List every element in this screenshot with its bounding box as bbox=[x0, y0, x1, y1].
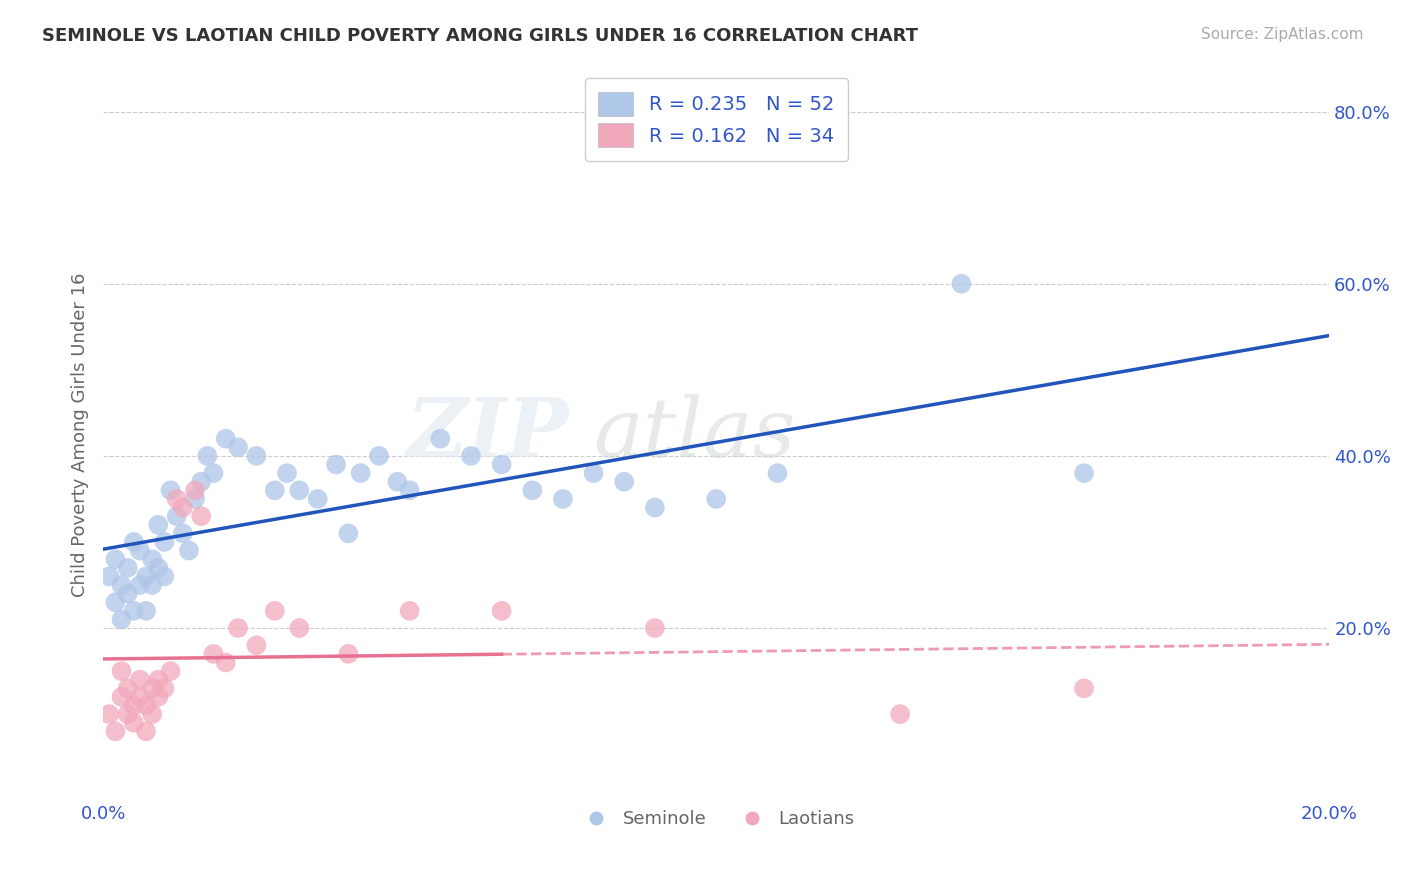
Point bbox=[122, 535, 145, 549]
Point bbox=[110, 612, 132, 626]
Point bbox=[325, 458, 347, 472]
Point bbox=[1073, 681, 1095, 696]
Point bbox=[202, 466, 225, 480]
Point bbox=[349, 466, 371, 480]
Point bbox=[98, 569, 121, 583]
Point bbox=[117, 707, 139, 722]
Point bbox=[110, 690, 132, 704]
Point bbox=[582, 466, 605, 480]
Point bbox=[195, 449, 218, 463]
Legend: Seminole, Laotians: Seminole, Laotians bbox=[571, 803, 862, 835]
Point bbox=[141, 707, 163, 722]
Text: Source: ZipAtlas.com: Source: ZipAtlas.com bbox=[1201, 27, 1364, 42]
Point bbox=[129, 578, 152, 592]
Point bbox=[491, 458, 513, 472]
Point bbox=[117, 681, 139, 696]
Point bbox=[613, 475, 636, 489]
Y-axis label: Child Poverty Among Girls Under 16: Child Poverty Among Girls Under 16 bbox=[72, 272, 89, 597]
Point bbox=[153, 681, 176, 696]
Point bbox=[245, 449, 267, 463]
Point bbox=[148, 561, 170, 575]
Point bbox=[429, 432, 451, 446]
Point bbox=[190, 475, 212, 489]
Point bbox=[889, 707, 911, 722]
Point bbox=[460, 449, 482, 463]
Point bbox=[337, 647, 360, 661]
Point bbox=[117, 586, 139, 600]
Point bbox=[337, 526, 360, 541]
Point bbox=[245, 638, 267, 652]
Text: atlas: atlas bbox=[593, 394, 796, 475]
Point bbox=[950, 277, 973, 291]
Point bbox=[215, 432, 238, 446]
Point bbox=[117, 561, 139, 575]
Point bbox=[148, 517, 170, 532]
Point bbox=[276, 466, 298, 480]
Point bbox=[172, 526, 194, 541]
Point bbox=[398, 604, 420, 618]
Point bbox=[104, 724, 127, 739]
Point bbox=[110, 664, 132, 678]
Point bbox=[644, 621, 666, 635]
Point bbox=[104, 552, 127, 566]
Text: ZIP: ZIP bbox=[406, 394, 569, 475]
Point bbox=[166, 509, 188, 524]
Point bbox=[368, 449, 391, 463]
Point bbox=[98, 707, 121, 722]
Point bbox=[263, 604, 285, 618]
Point bbox=[129, 690, 152, 704]
Point bbox=[263, 483, 285, 498]
Point bbox=[644, 500, 666, 515]
Point bbox=[110, 578, 132, 592]
Point bbox=[122, 698, 145, 713]
Point bbox=[202, 647, 225, 661]
Point bbox=[551, 491, 574, 506]
Point bbox=[184, 491, 207, 506]
Point bbox=[129, 543, 152, 558]
Point bbox=[141, 578, 163, 592]
Point bbox=[491, 604, 513, 618]
Point bbox=[398, 483, 420, 498]
Point bbox=[177, 543, 200, 558]
Point bbox=[135, 604, 157, 618]
Point bbox=[159, 483, 181, 498]
Point bbox=[122, 715, 145, 730]
Point bbox=[288, 621, 311, 635]
Point bbox=[704, 491, 727, 506]
Point bbox=[522, 483, 544, 498]
Point bbox=[135, 698, 157, 713]
Point bbox=[766, 466, 789, 480]
Point bbox=[129, 673, 152, 687]
Point bbox=[122, 604, 145, 618]
Point bbox=[226, 621, 249, 635]
Point bbox=[1073, 466, 1095, 480]
Point bbox=[387, 475, 409, 489]
Point bbox=[190, 509, 212, 524]
Point bbox=[307, 491, 329, 506]
Point bbox=[148, 673, 170, 687]
Point bbox=[153, 569, 176, 583]
Point bbox=[141, 681, 163, 696]
Point bbox=[226, 440, 249, 454]
Point bbox=[215, 656, 238, 670]
Point bbox=[104, 595, 127, 609]
Point bbox=[135, 724, 157, 739]
Point bbox=[135, 569, 157, 583]
Point bbox=[288, 483, 311, 498]
Point bbox=[141, 552, 163, 566]
Point bbox=[184, 483, 207, 498]
Point bbox=[172, 500, 194, 515]
Point bbox=[153, 535, 176, 549]
Text: SEMINOLE VS LAOTIAN CHILD POVERTY AMONG GIRLS UNDER 16 CORRELATION CHART: SEMINOLE VS LAOTIAN CHILD POVERTY AMONG … bbox=[42, 27, 918, 45]
Point bbox=[148, 690, 170, 704]
Point bbox=[159, 664, 181, 678]
Point bbox=[166, 491, 188, 506]
